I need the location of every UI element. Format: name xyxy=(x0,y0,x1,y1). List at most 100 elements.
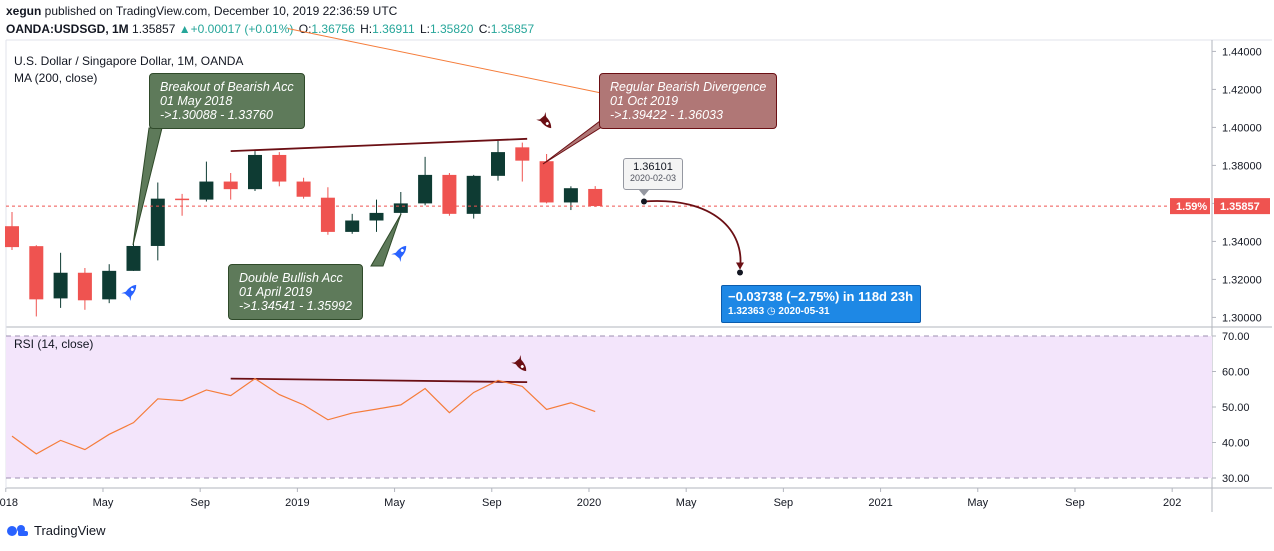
candle-down xyxy=(515,147,530,161)
measure-change: −0.03738 (−2.75%) in 118d 23h xyxy=(728,289,914,304)
symbol-name[interactable]: OANDA:USDSGD, 1M xyxy=(6,22,129,36)
price-tick-label: 1.30000 xyxy=(1222,312,1262,324)
close-label: C: xyxy=(478,22,491,36)
time-tick-label: Sep xyxy=(774,497,794,509)
price-tick-label: 1.44000 xyxy=(1222,46,1262,58)
point-date: 2020-02-03 xyxy=(629,173,677,183)
double-bullish-annotation[interactable]: Double Bullish Acc 01 April 2019 ->1.345… xyxy=(228,264,363,320)
rsi-label[interactable]: RSI (14, close) xyxy=(14,337,94,351)
rsi-tick-label: 60.00 xyxy=(1222,367,1250,379)
annotation-title: Double Bullish Acc xyxy=(239,271,343,285)
annotation-date: 01 April 2019 xyxy=(239,285,313,299)
time-tick-label: 2018 xyxy=(0,497,18,509)
time-tick-label: 2020 xyxy=(577,497,601,509)
candle-down xyxy=(77,272,92,301)
up-arrow-icon: ▲ xyxy=(178,22,191,36)
candle-up xyxy=(491,152,505,176)
candle-up xyxy=(466,175,481,214)
candle-up xyxy=(150,198,165,246)
candle-down xyxy=(272,154,287,182)
rocket-body xyxy=(124,284,137,298)
time-tick-label: 202 xyxy=(1163,497,1181,509)
ma-label[interactable]: MA (200, close) xyxy=(14,71,98,85)
price-trendline xyxy=(230,137,528,153)
annotation-range: ->1.39422 - 1.36033 xyxy=(610,108,723,122)
measure-start-point xyxy=(641,198,647,205)
high-value: 1.36911 xyxy=(372,22,415,36)
measure-end-point xyxy=(737,269,743,276)
rocket-fin xyxy=(121,291,132,301)
price-badge xyxy=(1214,198,1270,215)
rsi-band xyxy=(6,336,1212,478)
price-tick-label: 1.32000 xyxy=(1222,274,1262,286)
candle-up xyxy=(199,181,214,200)
time-tick-label: 2021 xyxy=(868,497,892,509)
close-value: 1.35857 xyxy=(490,22,535,36)
price-point-pointer xyxy=(639,190,649,196)
time-tick-label: 2019 xyxy=(285,497,309,509)
annotation-title: Breakout of Bearish Acc xyxy=(160,80,294,94)
time-tick-label: May xyxy=(676,497,697,509)
point-value: 1.36101 xyxy=(633,161,673,173)
rocket-body xyxy=(539,115,552,129)
bullish-rocket-icon xyxy=(391,245,407,262)
time-tick-label: Sep xyxy=(1065,497,1085,509)
rocket-window xyxy=(130,287,134,291)
candle-down xyxy=(442,174,457,214)
rocket-window xyxy=(400,248,404,252)
symbol-legend: OANDA:USDSGD, 1M 1.35857 ▲+0.00017 (+0.0… xyxy=(6,22,534,36)
rsi-tick-label: 30.00 xyxy=(1222,473,1250,485)
tradingview-footer[interactable]: TradingView xyxy=(6,523,106,540)
candle-down xyxy=(320,197,335,232)
annotation-date: 01 Oct 2019 xyxy=(610,94,679,108)
tradingview-logo-icon xyxy=(6,523,30,540)
rsi-line xyxy=(11,377,596,455)
rsi-trendline xyxy=(230,377,528,384)
candle-up xyxy=(53,272,68,299)
price-tick-label: 1.38000 xyxy=(1222,160,1262,172)
double-pointer xyxy=(370,213,402,267)
pair-label: U.S. Dollar / Singapore Dollar, 1M, OAND… xyxy=(14,54,244,68)
price-tick-label: 1.40000 xyxy=(1222,122,1262,134)
annotation-date: 01 May 2018 xyxy=(160,94,233,108)
measure-arrowhead xyxy=(736,262,744,270)
rocket-body xyxy=(394,245,407,259)
candle-up xyxy=(369,212,384,221)
rsi-tick-label: 40.00 xyxy=(1222,438,1250,450)
candle-up xyxy=(418,174,433,204)
bearish-rocket-icon xyxy=(511,355,527,372)
candle-up xyxy=(126,245,141,271)
high-label: H: xyxy=(360,22,373,36)
price-point-label[interactable]: 1.36101 2020-02-03 xyxy=(623,158,683,190)
candle-down xyxy=(223,181,238,190)
divergence-annotation[interactable]: Regular Bearish Divergence 01 Oct 2019 -… xyxy=(599,73,778,129)
time-tick-label: May xyxy=(967,497,988,509)
ma-200-line xyxy=(287,28,603,94)
time-tick-label: May xyxy=(384,497,405,509)
author-name[interactable]: xegun xyxy=(6,4,42,18)
breakout-annotation[interactable]: Breakout of Bearish Acc 01 May 2018 ->1.… xyxy=(149,73,305,129)
annotation-range: ->1.30088 - 1.33760 xyxy=(160,108,273,122)
candle-up xyxy=(102,270,117,300)
low-label: L: xyxy=(419,22,430,36)
open-value: 1.36756 xyxy=(311,22,355,36)
publish-info: xegun published on TradingView.com, Dece… xyxy=(6,4,397,18)
rocket-fin xyxy=(511,355,522,365)
rocket-fin xyxy=(391,252,402,262)
time-tick-label: Sep xyxy=(482,497,502,509)
time-tick-label: Sep xyxy=(190,497,210,509)
bearish-rocket-icon xyxy=(536,112,552,129)
rocket-fin xyxy=(536,112,547,122)
tradingview-brand: TradingView xyxy=(34,523,106,538)
price-tick-label: 1.42000 xyxy=(1222,84,1262,96)
candle-down xyxy=(29,246,44,300)
candle-down xyxy=(588,188,603,207)
low-value: 1.35820 xyxy=(430,22,474,36)
candle-up xyxy=(345,220,360,232)
rsi-tick-label: 50.00 xyxy=(1222,402,1250,414)
candle-up xyxy=(393,203,408,213)
rocket-window xyxy=(520,365,524,369)
publish-date: published on TradingView.com, December 1… xyxy=(41,4,398,18)
measure-label[interactable]: −0.03738 (−2.75%) in 118d 23h 1.32363 ◷ … xyxy=(721,285,921,323)
annotation-range: ->1.34541 - 1.35992 xyxy=(239,299,352,313)
